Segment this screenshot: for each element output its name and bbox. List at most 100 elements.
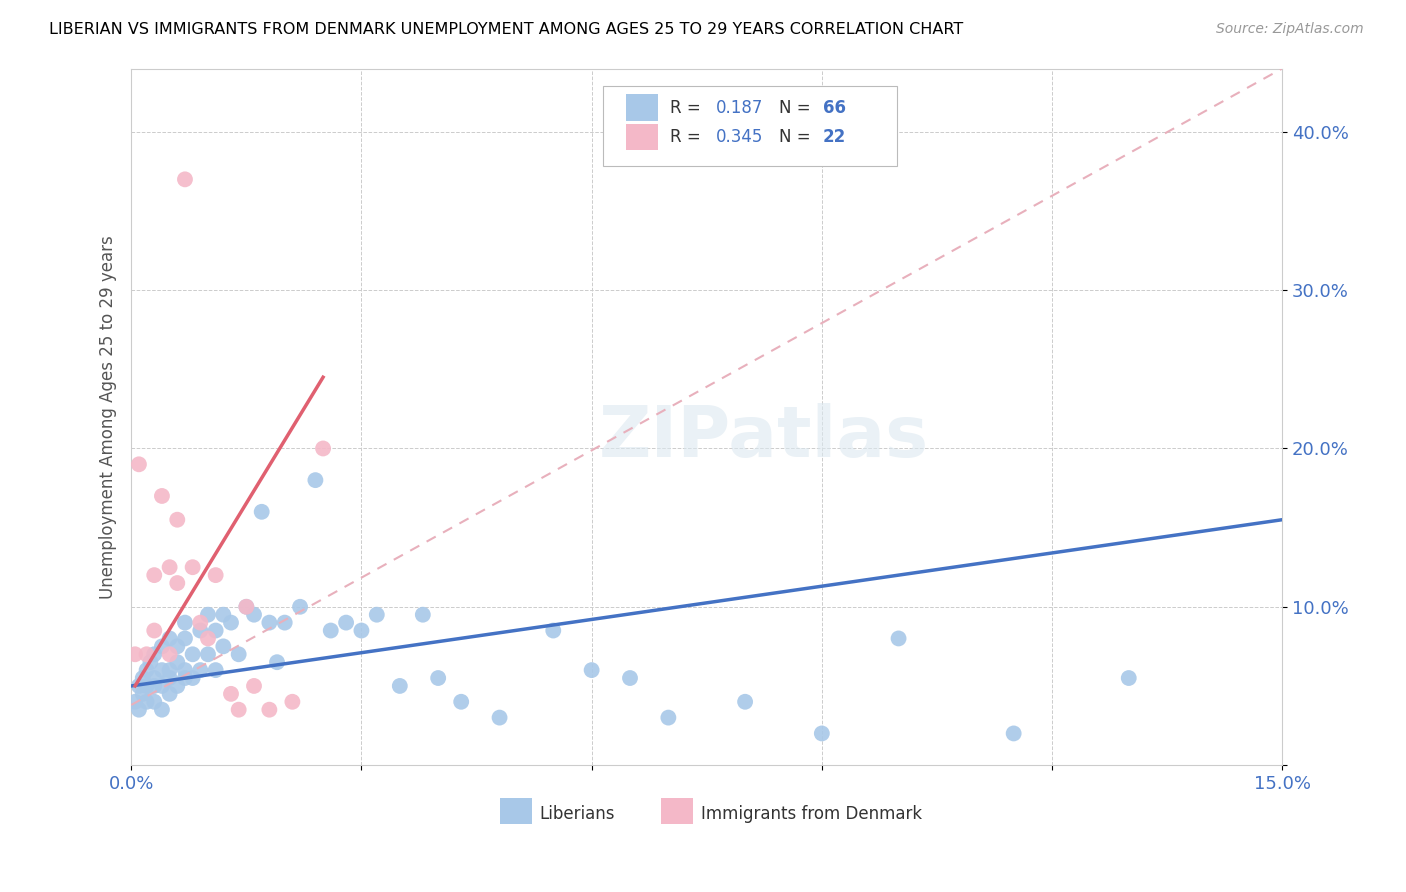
Bar bbox=[626, 124, 658, 150]
Point bbox=[412, 607, 434, 622]
Point bbox=[128, 679, 150, 693]
Point bbox=[204, 663, 226, 677]
Point bbox=[197, 647, 219, 661]
Point bbox=[181, 647, 204, 661]
Point bbox=[887, 632, 910, 646]
Point bbox=[204, 624, 226, 638]
Point bbox=[143, 624, 166, 638]
Point bbox=[159, 663, 181, 677]
Point bbox=[219, 615, 242, 630]
Point bbox=[132, 687, 155, 701]
Point bbox=[619, 671, 641, 685]
Point bbox=[427, 671, 450, 685]
Point bbox=[212, 640, 235, 654]
Point bbox=[181, 560, 204, 574]
Point bbox=[273, 615, 295, 630]
Point bbox=[143, 568, 166, 582]
Point bbox=[335, 615, 357, 630]
Point bbox=[1118, 671, 1140, 685]
Text: R =: R = bbox=[669, 98, 706, 117]
Text: 66: 66 bbox=[823, 98, 846, 117]
Point bbox=[734, 695, 756, 709]
FancyBboxPatch shape bbox=[603, 86, 897, 166]
Text: Source: ZipAtlas.com: Source: ZipAtlas.com bbox=[1216, 22, 1364, 37]
Point bbox=[132, 671, 155, 685]
Point bbox=[143, 679, 166, 693]
Text: N =: N = bbox=[779, 128, 815, 145]
Point bbox=[657, 710, 679, 724]
Point bbox=[543, 624, 565, 638]
Point bbox=[159, 632, 181, 646]
Point bbox=[197, 632, 219, 646]
Point bbox=[488, 710, 510, 724]
Point bbox=[304, 473, 326, 487]
Point bbox=[166, 513, 188, 527]
Text: ZIPatlas: ZIPatlas bbox=[599, 403, 929, 472]
Point bbox=[159, 687, 181, 701]
Y-axis label: Unemployment Among Ages 25 to 29 years: Unemployment Among Ages 25 to 29 years bbox=[100, 235, 117, 599]
Point bbox=[150, 489, 173, 503]
Point bbox=[166, 679, 188, 693]
Point bbox=[135, 663, 157, 677]
Point bbox=[159, 647, 181, 661]
Point bbox=[204, 568, 226, 582]
Point bbox=[150, 663, 173, 677]
Point bbox=[1002, 726, 1025, 740]
Point bbox=[139, 655, 162, 669]
Point bbox=[159, 671, 181, 685]
Point bbox=[124, 647, 146, 661]
Point bbox=[143, 647, 166, 661]
Point bbox=[243, 607, 266, 622]
Point bbox=[174, 615, 197, 630]
Point bbox=[159, 560, 181, 574]
Point bbox=[150, 640, 173, 654]
Text: N =: N = bbox=[779, 98, 815, 117]
Point bbox=[166, 640, 188, 654]
Point bbox=[388, 679, 411, 693]
Text: R =: R = bbox=[669, 128, 706, 145]
Point bbox=[174, 632, 197, 646]
Point bbox=[259, 703, 281, 717]
Point bbox=[174, 663, 197, 677]
Bar bbox=[626, 95, 658, 120]
Point bbox=[197, 607, 219, 622]
Point bbox=[212, 607, 235, 622]
Point bbox=[250, 505, 273, 519]
Text: Immigrants from Denmark: Immigrants from Denmark bbox=[702, 805, 922, 822]
Point bbox=[281, 695, 304, 709]
Point bbox=[811, 726, 834, 740]
Text: LIBERIAN VS IMMIGRANTS FROM DENMARK UNEMPLOYMENT AMONG AGES 25 TO 29 YEARS CORRE: LIBERIAN VS IMMIGRANTS FROM DENMARK UNEM… bbox=[49, 22, 963, 37]
Point bbox=[188, 663, 211, 677]
Point bbox=[188, 615, 211, 630]
Bar bbox=[661, 797, 693, 824]
Point bbox=[581, 663, 603, 677]
Point bbox=[450, 695, 472, 709]
Point bbox=[181, 671, 204, 685]
Point bbox=[188, 624, 211, 638]
Point bbox=[135, 679, 157, 693]
Point bbox=[174, 671, 197, 685]
Point bbox=[174, 172, 197, 186]
Point bbox=[288, 599, 311, 614]
Point bbox=[124, 695, 146, 709]
Point bbox=[166, 655, 188, 669]
Point bbox=[150, 703, 173, 717]
Point bbox=[235, 599, 257, 614]
Point bbox=[228, 703, 250, 717]
Point bbox=[319, 624, 342, 638]
Text: Liberians: Liberians bbox=[540, 805, 616, 822]
Point bbox=[235, 599, 257, 614]
Point bbox=[143, 671, 166, 685]
Point bbox=[219, 687, 242, 701]
Text: 0.187: 0.187 bbox=[716, 98, 763, 117]
Point bbox=[143, 695, 166, 709]
Point bbox=[135, 695, 157, 709]
Point bbox=[312, 442, 335, 456]
Point bbox=[266, 655, 288, 669]
Point bbox=[166, 576, 188, 591]
Point bbox=[135, 647, 157, 661]
Point bbox=[259, 615, 281, 630]
Text: 22: 22 bbox=[823, 128, 846, 145]
Point bbox=[228, 647, 250, 661]
Point bbox=[128, 458, 150, 472]
